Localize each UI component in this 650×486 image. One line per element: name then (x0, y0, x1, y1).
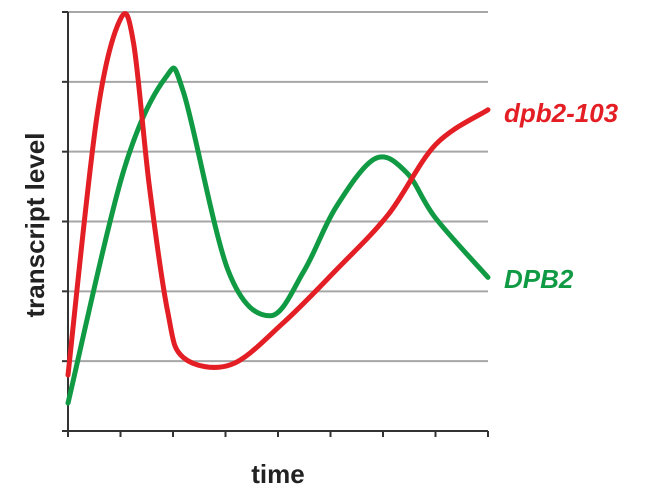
x-axis-title: time (251, 459, 304, 486)
series-label-DPB2: DPB2 (504, 264, 574, 294)
tick-marks (62, 11, 489, 437)
gridlines (68, 11, 488, 363)
series-lines (65, 11, 491, 406)
series-label-dpb2-103: dpb2-103 (504, 98, 619, 128)
y-axis-title: transcript level (20, 133, 50, 318)
series-line-DPB2 (65, 65, 491, 406)
series-line-dpb2-103 (65, 11, 491, 378)
